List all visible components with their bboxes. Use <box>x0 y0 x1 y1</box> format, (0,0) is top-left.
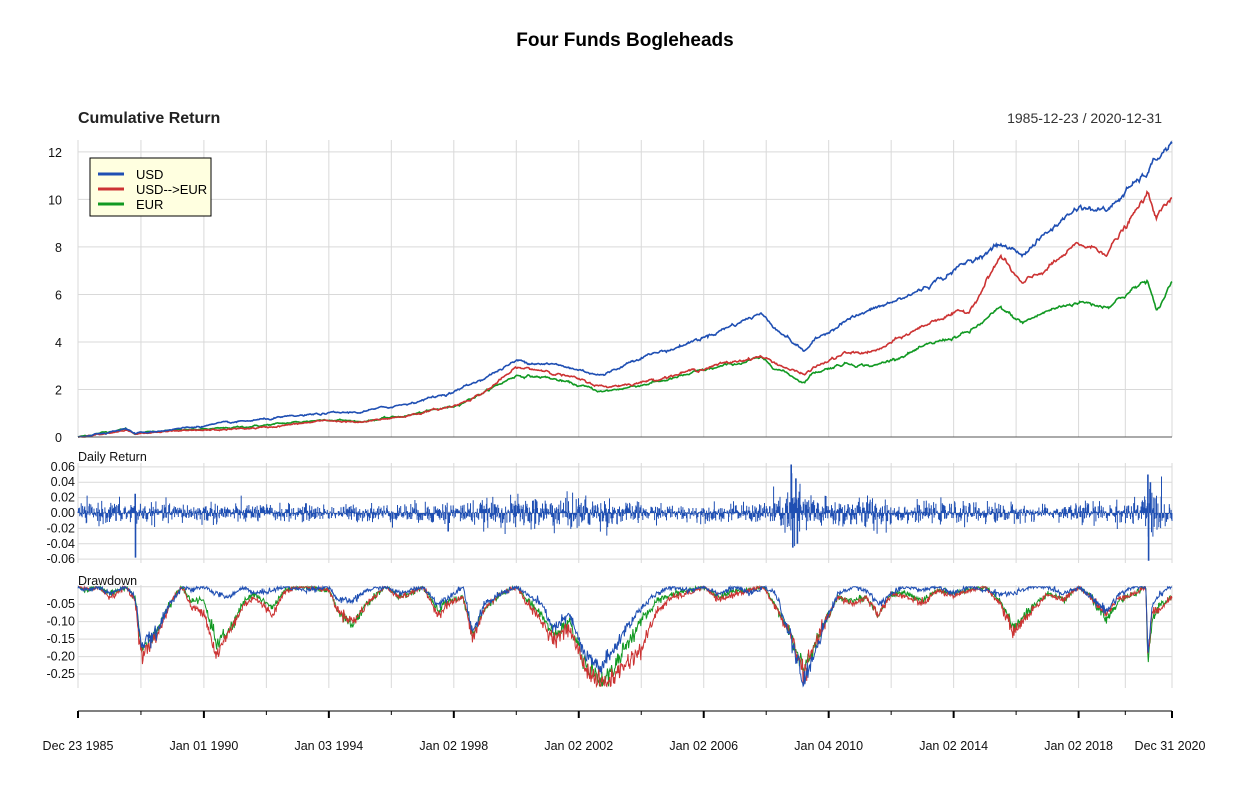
cumulative-grid <box>77 140 1173 438</box>
dd-ytick-label: -0.10 <box>47 615 76 629</box>
dd-ytick-label: -0.25 <box>47 667 76 681</box>
cum-ytick-label: 10 <box>48 193 62 207</box>
x-tick-label: Jan 01 1990 <box>169 739 238 753</box>
cum-ytick-label: 8 <box>55 241 62 255</box>
daily-return-panel: 0.060.04 0.020.00-0.02 -0.04-0.06 Daily Re… <box>47 450 1173 566</box>
cum-line-usdeur <box>78 189 1173 438</box>
drawdown-panel: -0.05 -0.10 -0.15 -0.20 -0.25 Drawdown <box>47 574 1173 689</box>
dd-ytick-label: -0.20 <box>47 650 76 664</box>
legend-entry: USD <box>136 167 163 182</box>
x-tick-label: Jan 02 1998 <box>419 739 488 753</box>
dd-ytick-label: -0.15 <box>47 632 76 646</box>
x-tick-label: Jan 02 2006 <box>669 739 738 753</box>
legend-entry: EUR <box>136 197 163 212</box>
cumulative-lines <box>77 140 1173 438</box>
x-tick-label: Dec 23 1985 <box>43 739 114 753</box>
cumulative-panel-title: Cumulative Return <box>78 110 220 127</box>
legend-entry: USD-->EUR <box>136 182 207 197</box>
cum-ytick-label: 2 <box>55 383 62 397</box>
cum-ytick-label: 12 <box>48 146 62 160</box>
cum-line-usd <box>77 140 1173 438</box>
drawdown-grid <box>77 585 1173 688</box>
daily-ytick-label: -0.06 <box>47 552 76 566</box>
cumulative-y-axis: 12 10 8 6 4 2 0 <box>48 146 62 445</box>
cum-ytick-label: 0 <box>55 431 62 445</box>
drawdown-line-usdeur <box>77 584 1173 689</box>
x-tick-label: Dec 31 2020 <box>1135 739 1206 753</box>
daily-return-series-usd <box>77 473 1173 547</box>
dd-ytick-label: -0.05 <box>47 597 76 611</box>
x-axis: Dec 23 1985 Jan 01 1990 Jan 03 1994 Jan 02 … <box>43 710 1206 753</box>
cumulative-panel: Cumulative Return 1985-12-23 / 2020-12-3… <box>48 110 1173 445</box>
daily-return-bars <box>77 464 1173 561</box>
cum-ytick-label: 4 <box>55 336 62 350</box>
x-tick-label: Jan 04 2010 <box>794 739 863 753</box>
cum-ytick-label: 6 <box>55 288 62 302</box>
x-tick-label: Jan 02 2002 <box>544 739 613 753</box>
drawdown-line-eur <box>77 584 1172 687</box>
daily-ytick-label: -0.02 <box>47 521 76 535</box>
daily-ytick-label: 0.02 <box>51 491 75 505</box>
x-tick-label: Jan 02 2014 <box>919 739 988 753</box>
x-tick-label: Jan 03 1994 <box>294 739 363 753</box>
legend-box <box>89 157 212 217</box>
drawdown-label: Drawdown <box>78 574 137 588</box>
daily-ytick-label: 0.06 <box>51 460 75 474</box>
daily-return-spikes <box>134 464 1152 561</box>
daily-ytick-label: 0.04 <box>51 475 75 489</box>
daily-ytick-label: 0.00 <box>51 506 75 520</box>
drawdown-lines <box>77 584 1173 689</box>
chart-title: Four Funds Bogleheads <box>516 30 733 51</box>
cum-line-eur <box>77 279 1173 438</box>
daily-return-y-axis: 0.060.04 0.020.00-0.02 -0.04-0.06 <box>47 460 76 566</box>
daily-ytick-label: -0.04 <box>47 537 76 551</box>
drawdown-line-usd <box>77 584 1173 688</box>
x-tick-label: Jan 02 2018 <box>1044 739 1113 753</box>
daily-return-label: Daily Return <box>78 450 147 464</box>
date-range-label: 1985-12-23 / 2020-12-31 <box>1007 110 1162 126</box>
drawdown-y-axis: -0.05 -0.10 -0.15 -0.20 -0.25 <box>47 597 76 681</box>
